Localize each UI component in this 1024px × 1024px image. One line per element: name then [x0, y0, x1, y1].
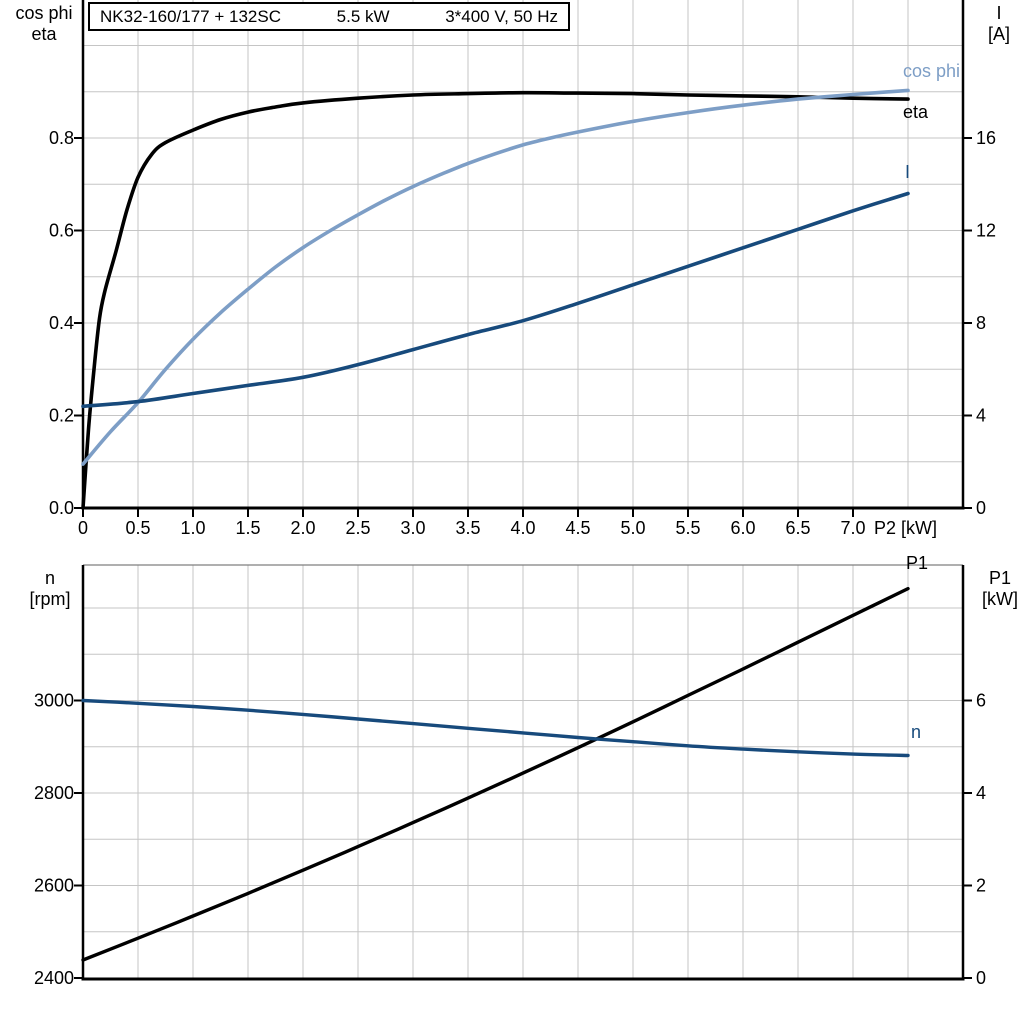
top-left-axis-title: cos phi eta [6, 3, 82, 45]
x-axis-label: P2 [kW] [874, 518, 938, 538]
chart-title-power: 5.5 kW [336, 6, 390, 26]
right-tick-label: 8 [976, 313, 986, 333]
left-tick-label: 2400 [34, 968, 74, 988]
x-tick-label: 6.0 [730, 518, 755, 538]
eta-curve-label: eta [903, 102, 929, 122]
left-tick-label: 0.6 [49, 221, 74, 241]
left-tick-label: 0.4 [49, 313, 74, 333]
x-tick-label: 3.0 [400, 518, 425, 538]
chart-title-model: NK32-160/177 + 132SC [100, 6, 281, 26]
current-axis-unit: [A] [987, 24, 1010, 44]
chart-title-box: NK32-160/177 + 132SC 5.5 kW 3*400 V, 50 … [88, 2, 570, 31]
right-tick-label: 0 [976, 498, 986, 518]
p1-axis-unit: [kW] [982, 589, 1018, 609]
left-tick-label: 0.0 [49, 498, 74, 518]
right-tick-label: 4 [976, 406, 986, 426]
x-tick-label: 1.5 [235, 518, 260, 538]
chart-title-voltage: 3*400 V, 50 Hz [445, 6, 558, 26]
x-tick-label: 3.5 [455, 518, 480, 538]
cos-phi-curve [81, 88, 910, 466]
right-tick-label: 16 [976, 128, 996, 148]
right-tick-label: 4 [976, 783, 986, 803]
left-tick-label: 2800 [34, 783, 74, 803]
bottom-left-axis-title: n [rpm] [16, 568, 84, 610]
n-curve-label: n [911, 722, 922, 742]
x-tick-label: 2.0 [290, 518, 315, 538]
eta-curve [81, 90, 910, 510]
right-tick-label: 12 [976, 221, 996, 241]
speed-axis-unit: [rpm] [29, 589, 71, 609]
left-tick-label: 3000 [34, 691, 74, 711]
eta-axis-title: eta [31, 24, 57, 44]
current-axis-title: I [996, 3, 1002, 23]
x-tick-label: 0 [78, 518, 88, 538]
x-tick-label: 6.5 [785, 518, 810, 538]
left-tick-label: 2600 [34, 876, 74, 896]
x-tick-label: 1.0 [180, 518, 205, 538]
P1-curve [81, 586, 910, 962]
I-curve [81, 191, 910, 409]
n-curve [81, 698, 910, 758]
x-tick-label: 4.5 [565, 518, 590, 538]
x-tick-label: 7.0 [840, 518, 865, 538]
right-tick-label: 6 [976, 691, 986, 711]
x-tick-label: 4.0 [510, 518, 535, 538]
p1-curve-label: P1 [906, 553, 929, 573]
cos-phi-axis-title: cos phi [15, 3, 73, 23]
x-tick-label: 5.0 [620, 518, 645, 538]
right-tick-label: 0 [976, 968, 986, 988]
x-tick-label: 5.5 [675, 518, 700, 538]
cos-phi-curve-label: cos phi [902, 61, 960, 81]
p1-axis-title: P1 [988, 568, 1012, 588]
left-tick-label: 0.2 [49, 406, 74, 426]
x-tick-label: 0.5 [125, 518, 150, 538]
bottom-right-axis-title: P1 [kW] [976, 568, 1024, 610]
right-tick-label: 2 [976, 876, 986, 896]
speed-axis-title: n [44, 568, 55, 588]
current-curve-label: I [905, 162, 911, 182]
x-tick-label: 2.5 [345, 518, 370, 538]
left-tick-label: 0.8 [49, 128, 74, 148]
top-right-axis-title: I [A] [978, 3, 1020, 45]
